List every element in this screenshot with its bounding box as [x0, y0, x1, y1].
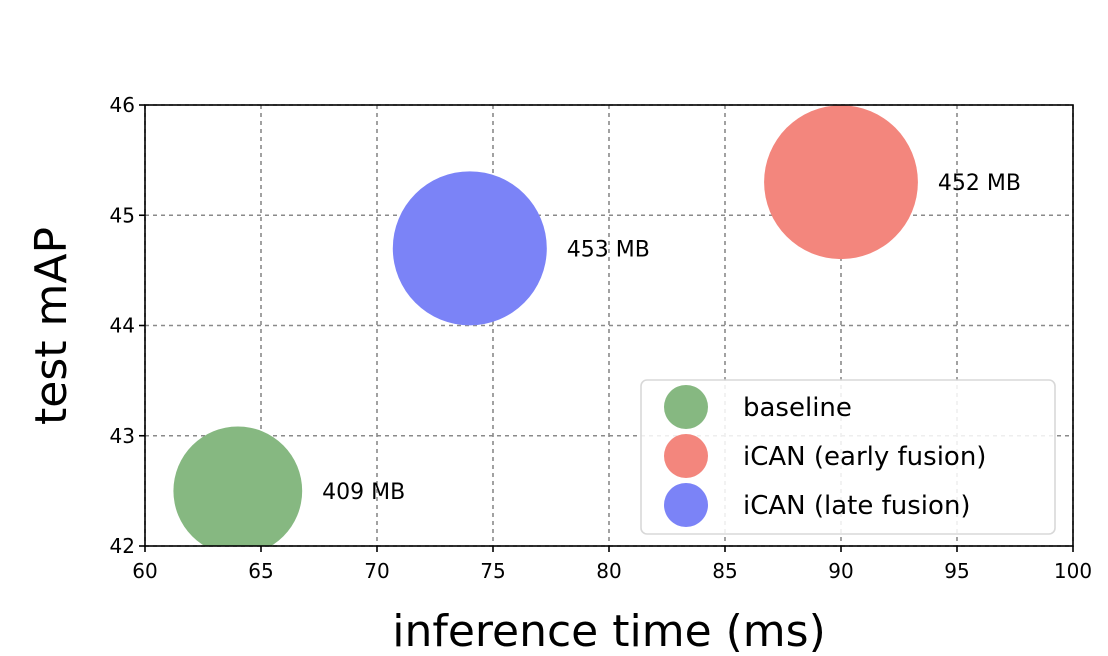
legend-frame — [640, 379, 1056, 535]
bubble-point — [392, 171, 547, 326]
x-tick-label: 90 — [828, 559, 853, 583]
bubble-size-label: 409 MB — [322, 480, 405, 505]
legend-marker — [664, 434, 708, 478]
y-tick-label: 45 — [110, 203, 135, 227]
x-tick-label: 95 — [944, 559, 969, 583]
x-tick-label: 75 — [480, 559, 505, 583]
y-tick-label: 42 — [110, 534, 135, 558]
legend-label: baseline — [743, 393, 852, 423]
y-tick-label: 46 — [110, 93, 135, 117]
x-tick-label: 85 — [712, 559, 737, 583]
bubble-labels: 409 MB 452 MB 453 MB — [322, 171, 1021, 505]
legend-marker — [664, 385, 708, 429]
y-tick-label: 44 — [110, 314, 135, 338]
bubbles — [173, 105, 918, 546]
bubble-point — [764, 105, 918, 260]
x-tick-label: 65 — [248, 559, 273, 583]
x-tick-label: 70 — [364, 559, 389, 583]
legend-label: iCAN (early fusion) — [743, 442, 986, 472]
x-tick-label: 60 — [132, 559, 157, 583]
bubble-size-label: 453 MB — [567, 237, 650, 262]
y-axis-title: test mAP — [26, 227, 77, 425]
legend: baseline iCAN (early fusion) iCAN (late fu… — [640, 379, 1056, 535]
x-tick-label: 100 — [1054, 559, 1092, 583]
legend-label: iCAN (late fusion) — [743, 491, 971, 521]
x-tick-label: 80 — [596, 559, 621, 583]
axis-ticks: 60 65 70 75 80 85 90 95 100 42 43 44 45 46 — [110, 93, 1093, 583]
bubble-point — [173, 426, 303, 546]
y-tick-label: 43 — [110, 424, 135, 448]
bubble-size-label: 452 MB — [938, 171, 1021, 196]
legend-marker — [664, 483, 708, 527]
x-axis-title: inference time (ms) — [392, 606, 826, 656]
